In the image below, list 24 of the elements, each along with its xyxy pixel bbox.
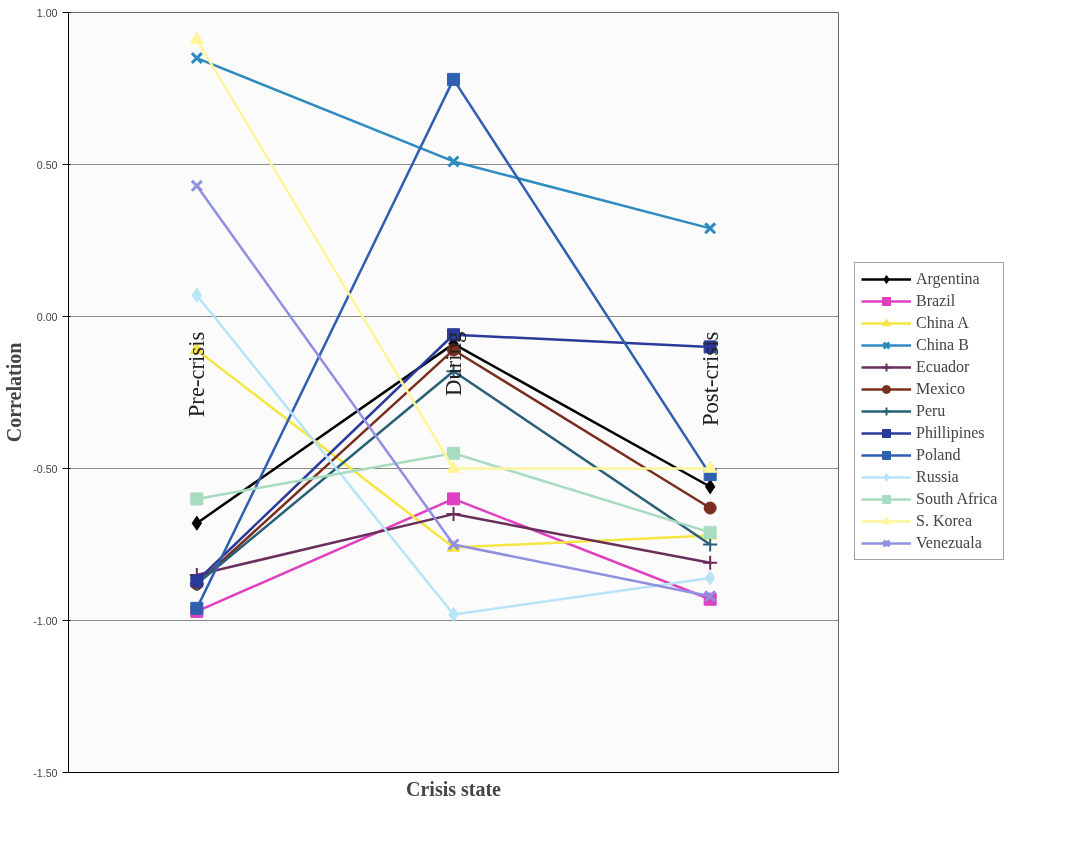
legend-label: Argentina — [916, 270, 980, 288]
legend-label: Brazil — [916, 292, 956, 310]
y-tick-label: -0.50 — [33, 462, 58, 475]
legend-label: S. Korea — [916, 512, 972, 530]
legend-label: China B — [916, 336, 969, 354]
y-tick-label: -1.00 — [33, 614, 58, 627]
legend-label: South Africa — [916, 490, 998, 508]
legend-label: Venezuala — [916, 534, 982, 552]
legend-label: Ecuador — [916, 358, 970, 376]
y-axis-title: Correlation — [3, 342, 26, 443]
legend-label: Phillipines — [916, 424, 985, 442]
legend-label: China A — [916, 314, 969, 332]
x-axis-title: Crisis state — [406, 777, 502, 800]
x-tick-label: Pre-crisis — [184, 331, 210, 418]
x-tick-label: During — [441, 331, 466, 396]
y-tick-label: 0.50 — [36, 158, 58, 171]
legend-label: Poland — [916, 446, 961, 464]
y-tick-label: 1.00 — [36, 6, 58, 19]
legend-label: Russia — [916, 468, 959, 486]
legend-label: Mexico — [916, 380, 965, 398]
y-tick-label: -1.50 — [33, 766, 58, 779]
legend-label: Peru — [916, 402, 946, 420]
y-tick-label: 0.00 — [36, 310, 58, 323]
x-tick-label: Post-crisis — [697, 331, 723, 427]
